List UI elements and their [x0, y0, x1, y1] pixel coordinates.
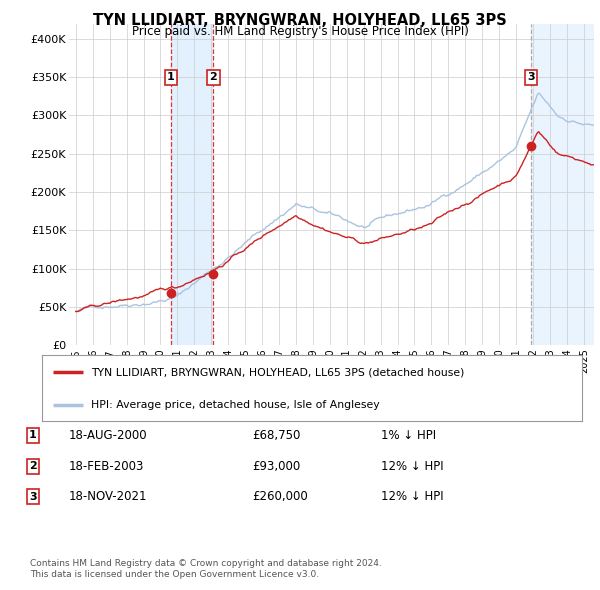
Text: TYN LLIDIART, BRYNGWRAN, HOLYHEAD, LL65 3PS: TYN LLIDIART, BRYNGWRAN, HOLYHEAD, LL65 …: [93, 13, 507, 28]
Text: 3: 3: [527, 72, 535, 82]
Text: £260,000: £260,000: [252, 490, 308, 503]
Text: 18-NOV-2021: 18-NOV-2021: [69, 490, 148, 503]
Text: This data is licensed under the Open Government Licence v3.0.: This data is licensed under the Open Gov…: [30, 571, 319, 579]
Text: 1: 1: [167, 72, 175, 82]
Text: 3: 3: [29, 492, 37, 502]
Bar: [171, 24, 214, 345]
Text: £68,750: £68,750: [252, 429, 301, 442]
Text: 18-FEB-2003: 18-FEB-2003: [69, 460, 145, 473]
Text: HPI: Average price, detached house, Isle of Anglesey: HPI: Average price, detached house, Isle…: [91, 401, 379, 411]
Text: Price paid vs. HM Land Registry's House Price Index (HPI): Price paid vs. HM Land Registry's House …: [131, 25, 469, 38]
Bar: [531, 24, 594, 345]
Text: 2: 2: [209, 72, 217, 82]
Text: Contains HM Land Registry data © Crown copyright and database right 2024.: Contains HM Land Registry data © Crown c…: [30, 559, 382, 568]
Text: TYN LLIDIART, BRYNGWRAN, HOLYHEAD, LL65 3PS (detached house): TYN LLIDIART, BRYNGWRAN, HOLYHEAD, LL65 …: [91, 368, 464, 378]
Text: 12% ↓ HPI: 12% ↓ HPI: [381, 490, 443, 503]
Text: 18-AUG-2000: 18-AUG-2000: [69, 429, 148, 442]
Text: 1% ↓ HPI: 1% ↓ HPI: [381, 429, 436, 442]
Text: £93,000: £93,000: [252, 460, 300, 473]
Text: 12% ↓ HPI: 12% ↓ HPI: [381, 460, 443, 473]
Text: 2: 2: [29, 461, 37, 471]
Text: 1: 1: [29, 431, 37, 440]
